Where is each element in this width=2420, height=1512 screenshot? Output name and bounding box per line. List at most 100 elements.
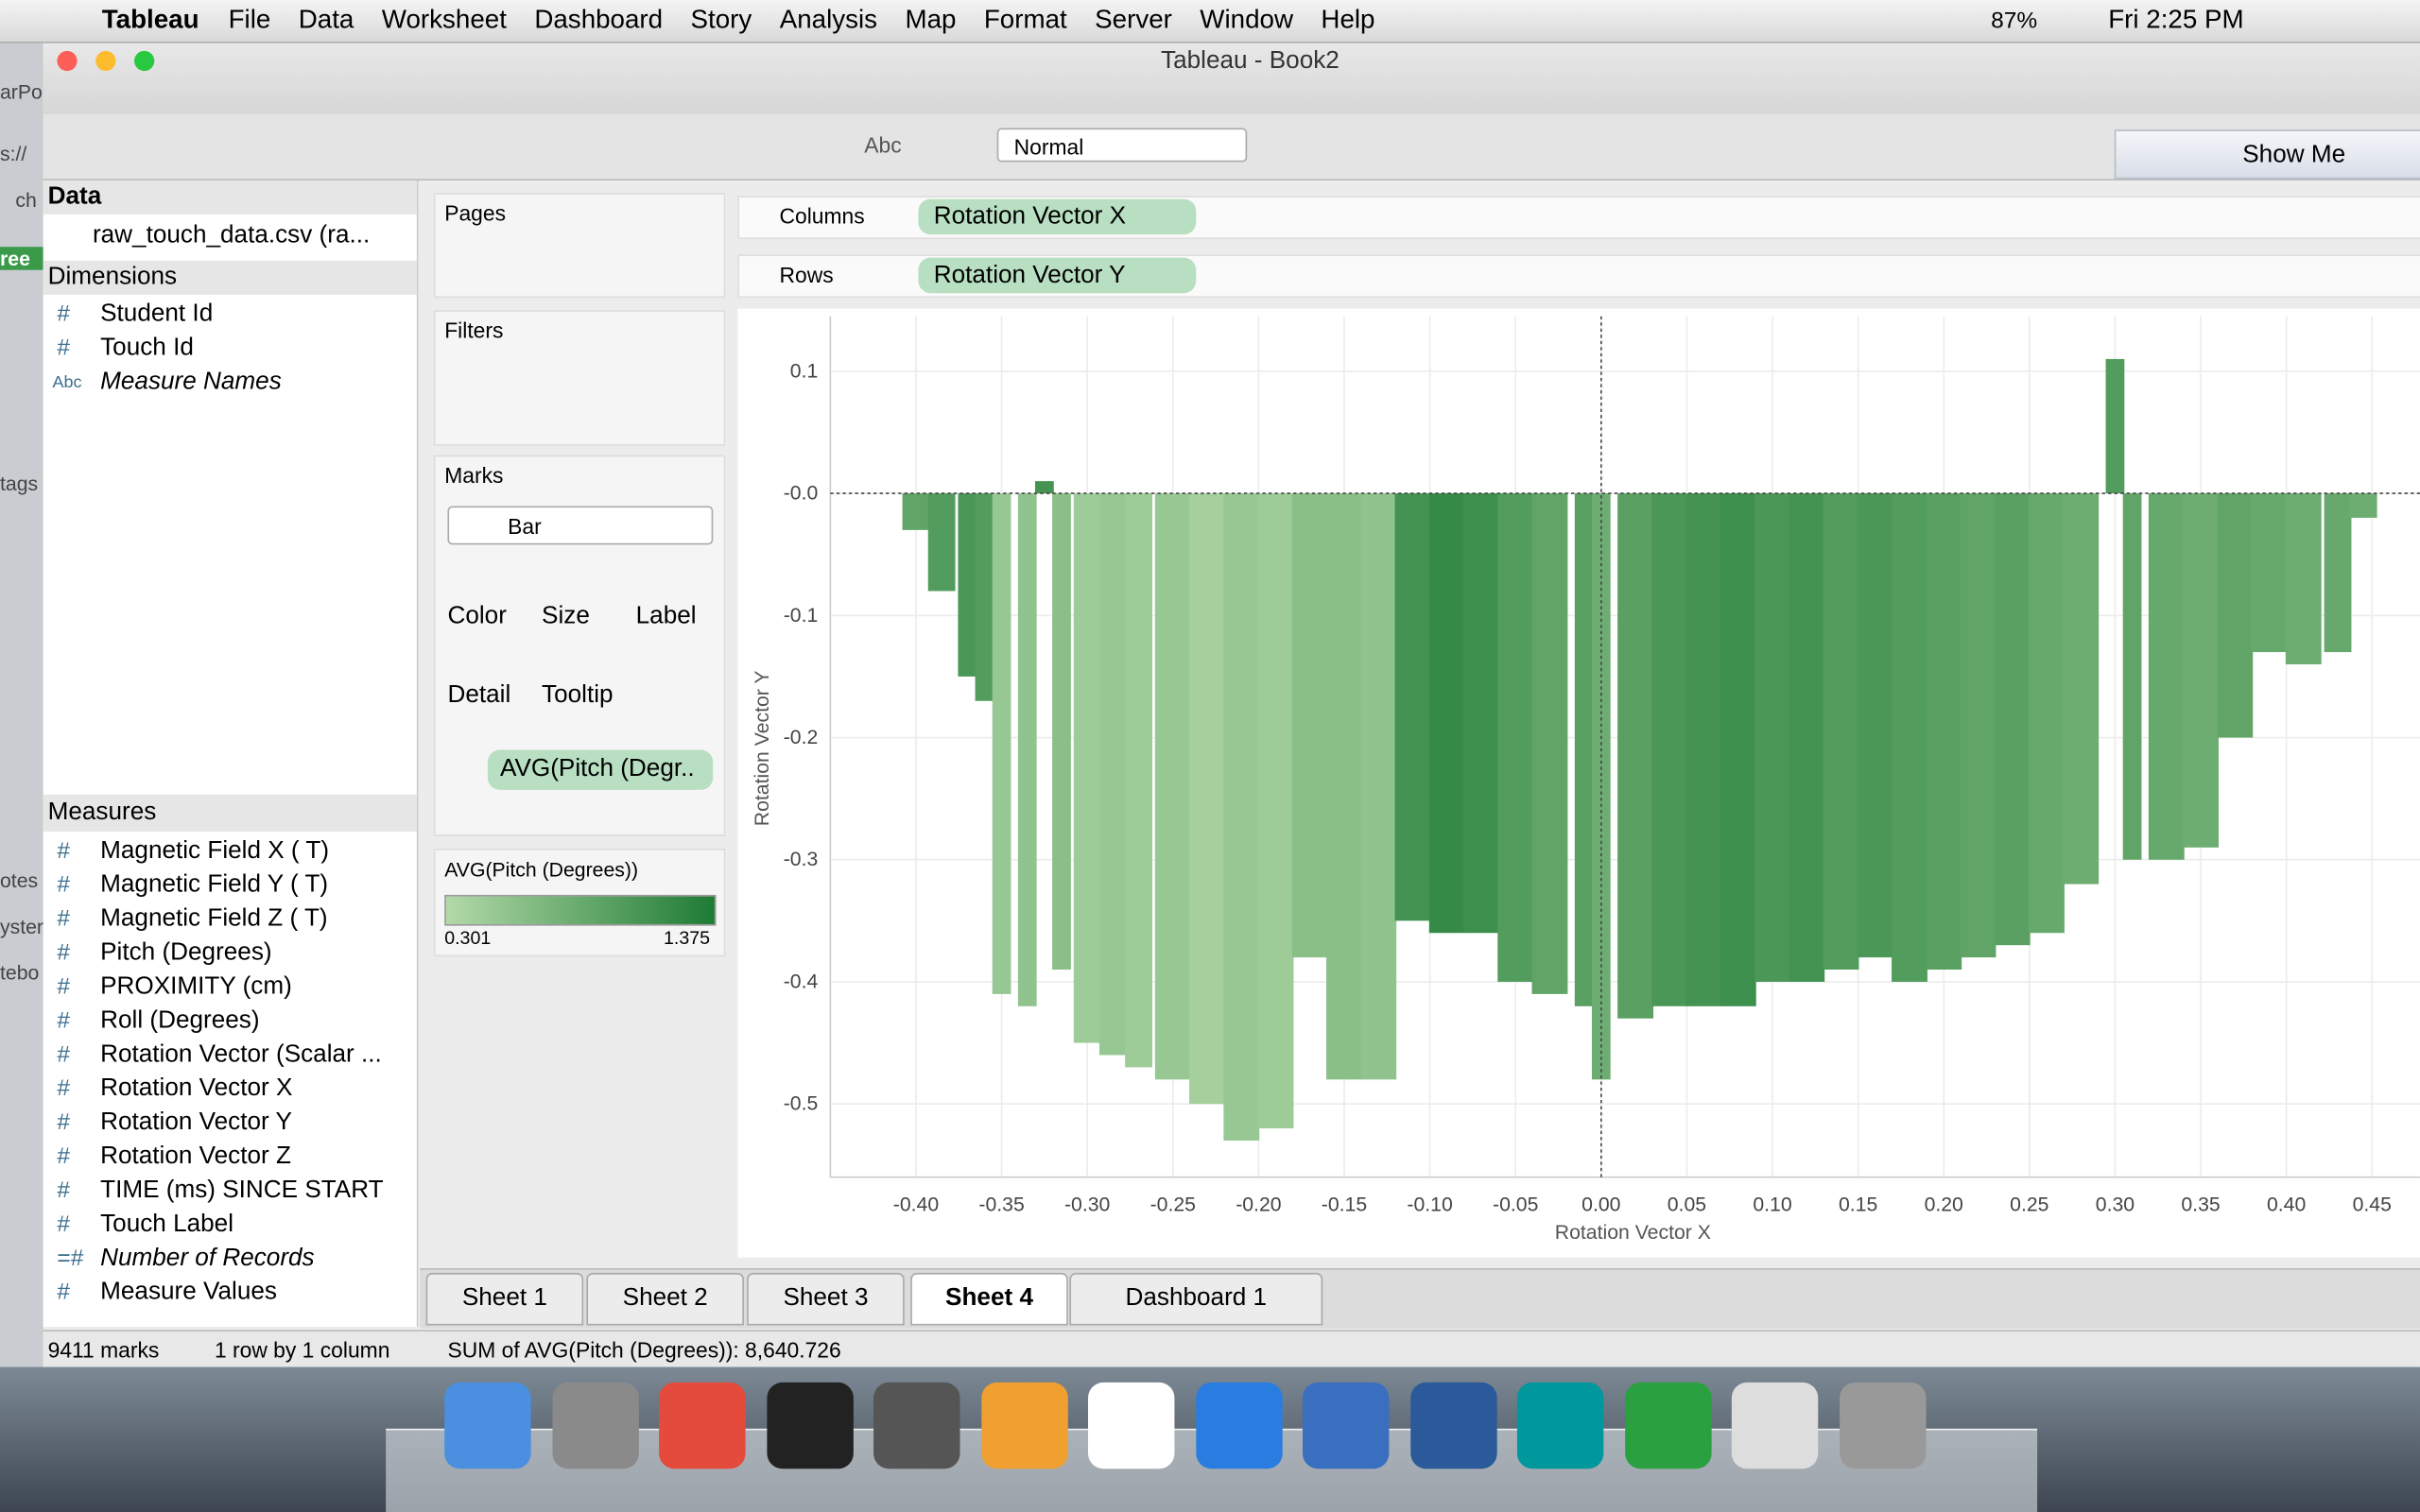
marks-card: Marks Bar AVG(Pitch (Degr.. Color Size Lab… — [433, 455, 726, 836]
menu-item[interactable]: Worksheet — [381, 4, 507, 34]
bar — [1360, 493, 1397, 1080]
mark-button[interactable]: Tooltip — [542, 681, 614, 709]
tab-bar: Sheet 1 Sheet 2 Sheet 3 Sheet 4 Dashboard 1 — [420, 1268, 2420, 1329]
menu-item[interactable]: File — [228, 4, 271, 34]
menu-item[interactable]: Story — [690, 4, 752, 34]
y-tick-label: -0.5 — [784, 1093, 819, 1115]
sheet-tab[interactable]: Sheet 3 — [747, 1272, 905, 1326]
dock-icon[interactable] — [1088, 1382, 1175, 1469]
rows-pill[interactable]: Rotation Vector Y — [918, 257, 1197, 294]
bar — [1394, 493, 1431, 921]
bar — [1428, 493, 1465, 934]
close-button[interactable] — [57, 50, 78, 72]
abc-button[interactable]: Abc — [864, 132, 902, 158]
menu-items: Tableau File Data Worksheet Dashboard Story An… — [46, 5, 1389, 36]
field[interactable]: Rotation Vector Y — [100, 1108, 292, 1136]
mark-button[interactable]: Color — [447, 603, 507, 630]
dock-icon[interactable] — [1409, 1382, 1496, 1469]
menu-item[interactable]: Data — [298, 4, 354, 34]
measures-title: Measures — [43, 794, 417, 832]
field-icon: # — [57, 301, 71, 328]
fit-dropdown[interactable]: Normal — [996, 128, 1248, 163]
field-icon: # — [57, 1108, 71, 1136]
dock-icon[interactable] — [1731, 1382, 1819, 1469]
background-fragment: ree — [0, 247, 43, 270]
field[interactable]: Pitch (Degrees) — [100, 939, 272, 967]
bar — [1189, 493, 1225, 1105]
bar — [1073, 493, 1101, 1043]
sheet-tab[interactable]: Sheet 2 — [586, 1272, 744, 1326]
mark-button[interactable]: Size — [542, 603, 590, 630]
sheet-tab[interactable]: Sheet 4 — [910, 1272, 1068, 1326]
rows-label: Rows — [779, 262, 834, 287]
field[interactable]: Magnetic Field X ( T) — [100, 837, 330, 865]
field[interactable]: Magnetic Field Y ( T) — [100, 871, 329, 899]
field[interactable]: Rotation Vector Z — [100, 1143, 291, 1170]
field[interactable]: TIME (ms) SINCE START — [100, 1177, 384, 1204]
legend-title: AVG(Pitch (Degrees)) — [444, 857, 639, 882]
dock-icon[interactable] — [1195, 1382, 1282, 1469]
dock-icon[interactable] — [1516, 1382, 1604, 1469]
mark-button[interactable]: Detail — [447, 681, 511, 709]
mark-button[interactable]: Label — [635, 603, 697, 630]
bar — [1857, 493, 1893, 958]
columns-pill[interactable]: Rotation Vector X — [918, 198, 1197, 235]
field[interactable]: Magnetic Field Z ( T) — [100, 905, 328, 933]
field-icon: =# — [57, 1245, 84, 1272]
menu-item[interactable]: Tableau — [101, 4, 199, 34]
bar — [1651, 493, 1688, 1006]
menubar: Tableau File Data Worksheet Dashboard Story An… — [0, 0, 2420, 43]
y-tick-label: -0.2 — [784, 727, 819, 748]
dock-icon[interactable] — [659, 1382, 746, 1469]
dock-icon[interactable] — [1302, 1382, 1390, 1469]
sheet-tab[interactable]: Sheet 1 — [425, 1272, 584, 1326]
bar — [1789, 493, 1825, 982]
field[interactable]: Rotation Vector (Scalar ... — [100, 1041, 382, 1068]
dock-icon[interactable] — [873, 1382, 960, 1469]
menu-item[interactable]: Analysis — [779, 4, 878, 34]
bar — [1892, 493, 1927, 982]
background-app — [0, 43, 43, 1370]
show-me-button[interactable]: Show Me — [2114, 129, 2420, 180]
x-tick-label: 0.00 — [1582, 1194, 1620, 1216]
menu-item[interactable]: Format — [983, 4, 1067, 34]
marks-title: Marks — [444, 462, 504, 488]
bar — [1531, 493, 1568, 994]
field[interactable]: Measure Values — [100, 1279, 277, 1306]
field[interactable]: Student Id — [100, 301, 214, 328]
menu-item[interactable]: Help — [1321, 4, 1375, 34]
filters-title: Filters — [444, 318, 504, 343]
toolbar: Abc Normal Show Me — [43, 113, 2420, 181]
field[interactable]: Touch Id — [100, 335, 194, 362]
desktop — [0, 1366, 2420, 1512]
bar — [1035, 481, 1054, 494]
dock-icon[interactable] — [1624, 1382, 1711, 1469]
menu-item[interactable]: Window — [1200, 4, 1294, 34]
dock-icon[interactable] — [980, 1382, 1067, 1469]
zoom-button[interactable] — [134, 50, 155, 72]
field[interactable]: Roll (Degrees) — [100, 1007, 260, 1034]
dock-icon[interactable] — [1839, 1382, 1926, 1469]
dock-icon[interactable] — [444, 1382, 531, 1469]
background-fragment: arPol — [0, 79, 43, 104]
bar — [1720, 493, 1756, 1006]
field[interactable]: Rotation Vector X — [100, 1074, 293, 1102]
minimize-button[interactable] — [95, 50, 116, 72]
menu-item[interactable]: Map — [905, 4, 957, 34]
sheet-tab[interactable]: Dashboard 1 — [1069, 1272, 1323, 1326]
bar — [1223, 493, 1260, 1141]
color-pill[interactable]: AVG(Pitch (Degr.. — [487, 749, 714, 790]
field[interactable]: Touch Label — [100, 1211, 234, 1238]
mark-type-dropdown[interactable]: Bar — [447, 506, 714, 545]
bar — [992, 493, 1011, 994]
data-source[interactable]: raw_touch_data.csv (ra... — [92, 222, 371, 249]
dock-icon[interactable] — [551, 1382, 639, 1469]
menu-item[interactable]: Dashboard — [534, 4, 664, 34]
bar — [1326, 493, 1362, 1080]
field[interactable]: Number of Records — [100, 1245, 315, 1272]
dock-icon[interactable] — [766, 1382, 854, 1469]
menu-item[interactable]: Server — [1095, 4, 1172, 34]
bar — [1291, 493, 1328, 958]
field[interactable]: Measure Names — [100, 369, 282, 395]
field[interactable]: PROXIMITY (cm) — [100, 973, 292, 1000]
